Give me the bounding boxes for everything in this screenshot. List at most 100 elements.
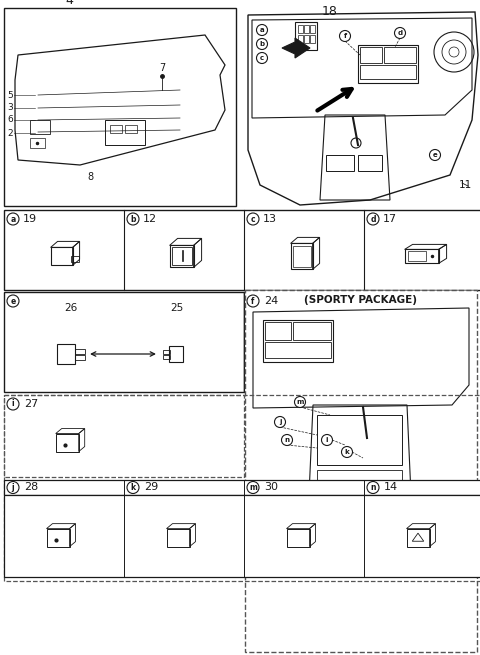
Text: j: j xyxy=(12,483,14,492)
Text: 11: 11 xyxy=(459,180,472,190)
Circle shape xyxy=(322,434,333,445)
Circle shape xyxy=(247,213,259,225)
Bar xyxy=(125,125,137,133)
Bar xyxy=(310,25,315,33)
Bar xyxy=(360,65,416,79)
Text: k: k xyxy=(131,483,135,492)
Circle shape xyxy=(295,396,305,407)
Circle shape xyxy=(275,417,286,428)
Bar xyxy=(298,25,303,33)
Bar xyxy=(4,395,244,477)
Text: 3: 3 xyxy=(7,103,13,113)
Text: 29: 29 xyxy=(144,483,158,493)
Circle shape xyxy=(281,434,292,445)
Text: f: f xyxy=(252,297,255,305)
Bar xyxy=(169,246,193,267)
Text: 14: 14 xyxy=(384,483,398,493)
Bar xyxy=(57,344,75,364)
Bar xyxy=(4,495,480,577)
Text: 6: 6 xyxy=(7,115,13,124)
Bar xyxy=(263,320,333,362)
Bar xyxy=(304,35,309,43)
Text: 17: 17 xyxy=(383,214,397,224)
Bar xyxy=(163,355,170,359)
Bar xyxy=(265,322,291,340)
Bar xyxy=(298,35,303,43)
Text: 24: 24 xyxy=(264,296,278,306)
Bar xyxy=(326,155,354,171)
Bar xyxy=(167,529,190,547)
Text: f: f xyxy=(343,33,347,39)
Bar xyxy=(244,292,364,392)
Bar xyxy=(4,292,244,392)
Text: 5: 5 xyxy=(7,90,13,100)
Text: 2: 2 xyxy=(7,128,13,138)
Bar xyxy=(384,47,416,63)
Text: (SPORTY PACKAGE): (SPORTY PACKAGE) xyxy=(304,295,418,305)
Circle shape xyxy=(430,149,441,160)
Bar xyxy=(408,252,426,261)
Text: k: k xyxy=(345,449,349,455)
Circle shape xyxy=(7,295,19,307)
Bar xyxy=(4,480,480,495)
Bar xyxy=(245,290,477,652)
Bar xyxy=(317,470,402,495)
Bar xyxy=(290,244,312,269)
Circle shape xyxy=(341,447,352,457)
Circle shape xyxy=(256,52,267,64)
Circle shape xyxy=(7,398,19,410)
Bar xyxy=(110,125,122,133)
Text: i: i xyxy=(12,400,14,409)
Text: a: a xyxy=(260,27,264,33)
Text: e: e xyxy=(432,152,437,158)
Text: 18: 18 xyxy=(322,5,338,18)
Text: 8: 8 xyxy=(87,172,93,182)
Bar xyxy=(265,342,331,358)
Circle shape xyxy=(247,481,259,493)
Bar xyxy=(321,498,356,516)
Bar xyxy=(71,256,79,263)
Text: b: b xyxy=(130,214,136,223)
Bar xyxy=(405,250,439,263)
Circle shape xyxy=(339,31,350,41)
Bar xyxy=(290,337,318,363)
Bar xyxy=(310,35,315,43)
Bar xyxy=(407,529,430,547)
Text: d: d xyxy=(397,30,403,36)
Bar xyxy=(163,350,170,354)
Text: 27: 27 xyxy=(24,399,38,409)
Text: 13: 13 xyxy=(263,214,277,224)
Bar xyxy=(293,322,331,340)
Text: c: c xyxy=(251,214,255,223)
Bar xyxy=(50,248,72,265)
Bar xyxy=(358,45,418,83)
Text: 28: 28 xyxy=(24,483,38,493)
Text: i: i xyxy=(326,437,328,443)
Bar xyxy=(360,47,382,63)
Bar xyxy=(56,434,79,451)
Bar xyxy=(358,155,382,171)
Bar xyxy=(75,349,85,354)
Text: n: n xyxy=(370,483,376,492)
Circle shape xyxy=(127,481,139,493)
Circle shape xyxy=(247,295,259,307)
Circle shape xyxy=(367,213,379,225)
Bar xyxy=(293,246,311,267)
Text: a: a xyxy=(11,214,16,223)
Circle shape xyxy=(127,213,139,225)
Text: 7: 7 xyxy=(159,63,165,73)
Circle shape xyxy=(256,39,267,50)
Circle shape xyxy=(7,213,19,225)
Bar xyxy=(304,25,309,33)
Bar xyxy=(169,346,183,362)
Bar xyxy=(75,355,85,360)
Text: j: j xyxy=(279,419,281,425)
Bar xyxy=(30,120,50,134)
Bar xyxy=(105,120,145,145)
Bar xyxy=(4,210,480,290)
Bar xyxy=(4,8,236,206)
Text: 26: 26 xyxy=(65,303,78,313)
Text: 25: 25 xyxy=(170,303,183,313)
Text: e: e xyxy=(11,297,16,305)
Text: 4: 4 xyxy=(65,0,73,7)
